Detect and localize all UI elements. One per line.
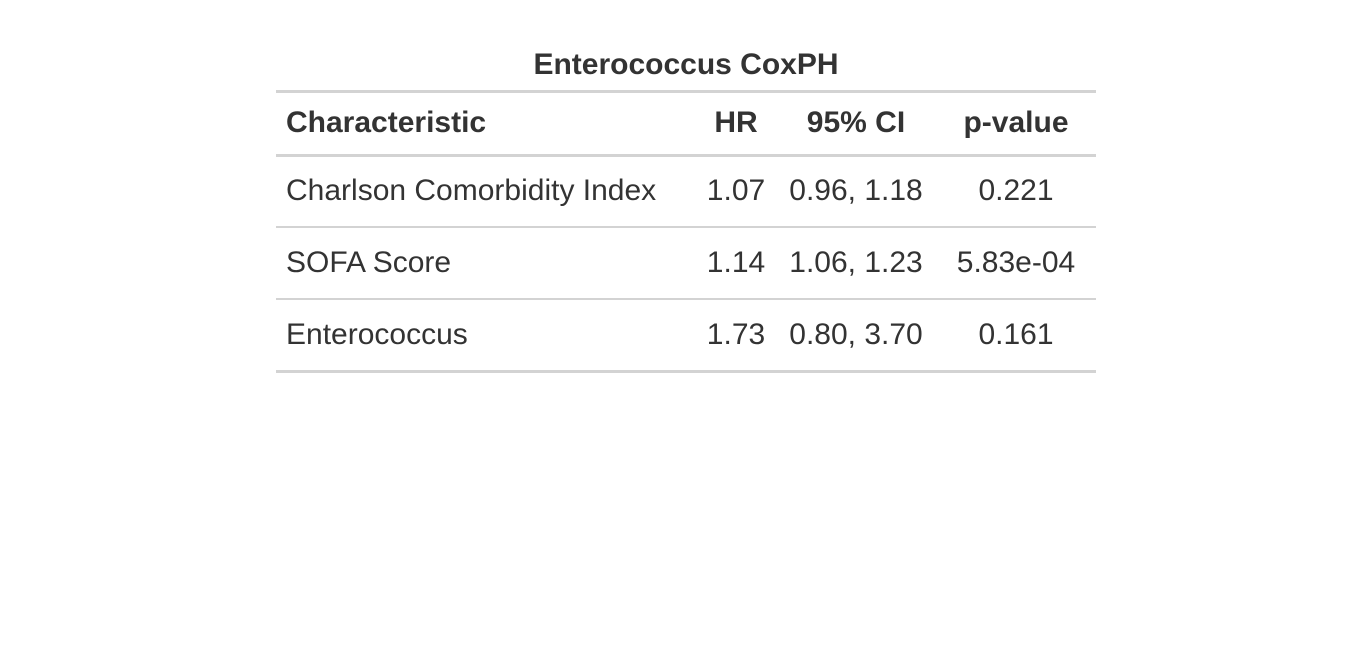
- column-header-p-value: p-value: [936, 93, 1096, 157]
- cell-ci: 1.06, 1.23: [776, 227, 936, 300]
- cell-ci: 0.80, 3.70: [776, 299, 936, 373]
- results-table-container: Enterococcus CoxPH Characteristic HR 95%…: [276, 42, 1096, 373]
- table-row: Charlson Comorbidity Index 1.07 0.96, 1.…: [276, 155, 1096, 228]
- cell-hr: 1.73: [696, 299, 776, 373]
- cell-characteristic: Enterococcus: [276, 299, 696, 373]
- cell-p-value: 0.161: [936, 299, 1096, 373]
- column-header-hr: HR: [696, 93, 776, 157]
- cell-ci: 0.96, 1.18: [776, 155, 936, 228]
- coxph-table: Characteristic HR 95% CI p-value Charlso…: [276, 93, 1096, 373]
- cell-p-value: 5.83e-04: [936, 227, 1096, 300]
- cell-characteristic: SOFA Score: [276, 227, 696, 300]
- cell-hr: 1.07: [696, 155, 776, 228]
- cell-p-value: 0.221: [936, 155, 1096, 228]
- column-header-ci: 95% CI: [776, 93, 936, 157]
- cell-characteristic: Charlson Comorbidity Index: [276, 155, 696, 228]
- header-row: Characteristic HR 95% CI p-value: [276, 93, 1096, 157]
- table-title: Enterococcus CoxPH: [276, 42, 1096, 93]
- table-row: Enterococcus 1.73 0.80, 3.70 0.161: [276, 299, 1096, 373]
- cell-hr: 1.14: [696, 227, 776, 300]
- column-header-characteristic: Characteristic: [276, 93, 696, 157]
- table-row: SOFA Score 1.14 1.06, 1.23 5.83e-04: [276, 227, 1096, 300]
